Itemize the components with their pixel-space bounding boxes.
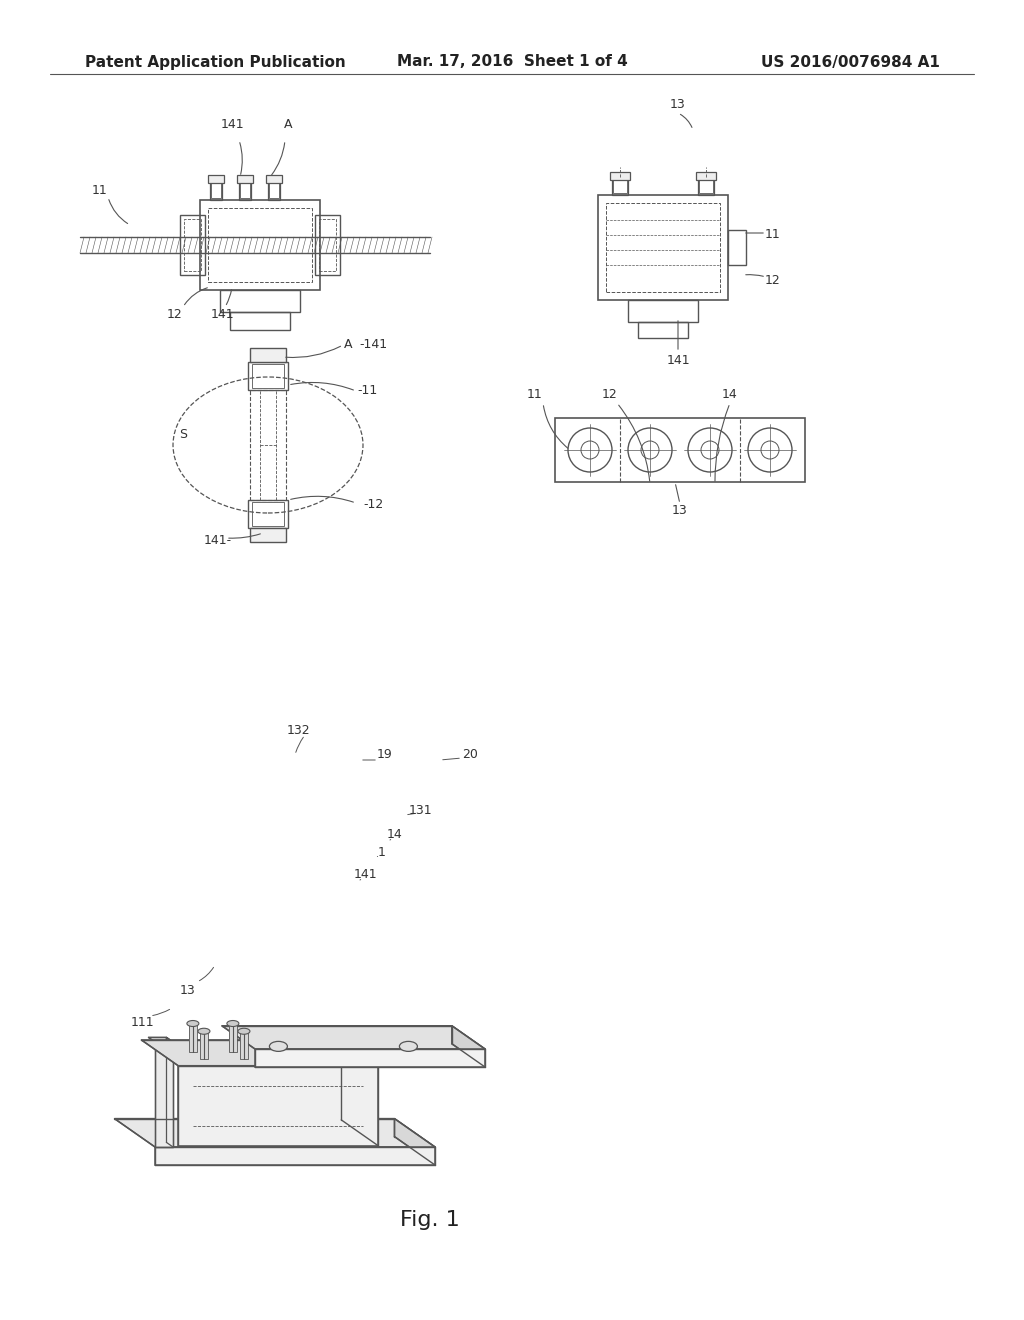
Bar [229, 1023, 237, 1052]
Bar [200, 201, 319, 290]
Polygon shape [166, 1038, 173, 1147]
Bar [237, 176, 253, 183]
Bar [250, 389, 286, 500]
Bar [696, 172, 716, 180]
Ellipse shape [399, 1041, 418, 1052]
Text: -141: -141 [359, 338, 387, 351]
Polygon shape [222, 1026, 485, 1049]
Bar [269, 182, 279, 198]
Bar [250, 528, 286, 543]
Polygon shape [148, 1038, 173, 1041]
Text: Mar. 17, 2016  Sheet 1 of 4: Mar. 17, 2016 Sheet 1 of 4 [396, 54, 628, 70]
Bar [698, 177, 714, 195]
Bar [230, 312, 290, 330]
Bar [252, 364, 284, 388]
Bar [268, 180, 280, 201]
Text: 141: 141 [353, 869, 377, 882]
Bar [229, 1024, 237, 1052]
Polygon shape [141, 1040, 378, 1065]
Bar [728, 230, 746, 265]
Bar [315, 215, 340, 275]
Text: 12: 12 [602, 388, 617, 401]
Bar [188, 1024, 197, 1052]
Text: 14: 14 [387, 829, 402, 842]
Text: -11: -11 [357, 384, 378, 396]
Text: 141: 141 [220, 119, 244, 132]
Text: S: S [179, 429, 187, 441]
Text: 11: 11 [527, 388, 543, 401]
Bar [211, 182, 221, 198]
Bar [613, 180, 627, 193]
Bar [555, 418, 805, 482]
Bar [248, 362, 288, 389]
Text: 141-: 141- [204, 533, 232, 546]
Text: Fig. 1: Fig. 1 [400, 1210, 460, 1230]
Bar [638, 322, 688, 338]
Text: 11: 11 [92, 183, 108, 197]
Polygon shape [255, 1049, 485, 1067]
Bar [208, 209, 312, 282]
Polygon shape [394, 1118, 435, 1166]
Text: 13: 13 [672, 503, 688, 516]
Text: 111: 111 [130, 1015, 154, 1028]
Ellipse shape [187, 1020, 199, 1027]
Bar [319, 219, 336, 271]
Bar [210, 180, 222, 201]
Text: 141: 141 [210, 309, 233, 322]
Bar [220, 290, 300, 312]
Text: 131: 131 [409, 804, 432, 817]
Text: -12: -12 [362, 499, 383, 511]
Text: -20: -20 [245, 1085, 265, 1098]
Polygon shape [178, 1065, 378, 1146]
Text: 12: 12 [167, 309, 183, 322]
Bar [180, 215, 205, 275]
Text: 20: 20 [462, 748, 478, 762]
Ellipse shape [269, 1041, 288, 1052]
Polygon shape [341, 1040, 378, 1146]
Bar [248, 500, 288, 528]
Bar [240, 1032, 248, 1059]
Text: A: A [284, 119, 292, 132]
Bar [188, 1023, 197, 1052]
Bar [200, 1031, 208, 1059]
Polygon shape [155, 1041, 173, 1147]
Text: 13: 13 [670, 99, 686, 111]
Text: 13: 13 [180, 983, 196, 997]
Text: 11: 11 [765, 228, 781, 242]
Bar [266, 176, 282, 183]
Bar [612, 177, 628, 195]
Text: 19: 19 [377, 748, 393, 762]
Polygon shape [115, 1118, 435, 1147]
Text: 141: 141 [667, 354, 690, 367]
Bar [250, 348, 286, 362]
Text: Patent Application Publication: Patent Application Publication [85, 54, 346, 70]
Bar [240, 1031, 248, 1059]
Bar [252, 502, 284, 525]
Bar [606, 203, 720, 292]
Text: 14: 14 [722, 388, 738, 401]
Polygon shape [452, 1026, 485, 1067]
Text: US 2016/0076984 A1: US 2016/0076984 A1 [761, 54, 940, 70]
Ellipse shape [198, 1028, 210, 1035]
Bar [699, 180, 713, 193]
Bar [240, 182, 250, 198]
Ellipse shape [238, 1028, 250, 1035]
Bar [610, 172, 630, 180]
Polygon shape [155, 1147, 435, 1166]
Bar [200, 1032, 208, 1059]
Bar [598, 195, 728, 300]
Text: 12: 12 [765, 273, 781, 286]
Text: A: A [344, 338, 352, 351]
Bar [184, 219, 201, 271]
Bar [628, 300, 698, 322]
Bar [239, 180, 251, 201]
Text: -11: -11 [220, 1114, 240, 1126]
Bar [208, 176, 224, 183]
Text: 132: 132 [287, 723, 310, 737]
Text: 1: 1 [378, 846, 386, 858]
Ellipse shape [227, 1020, 239, 1027]
Text: -12: -12 [270, 1052, 290, 1064]
